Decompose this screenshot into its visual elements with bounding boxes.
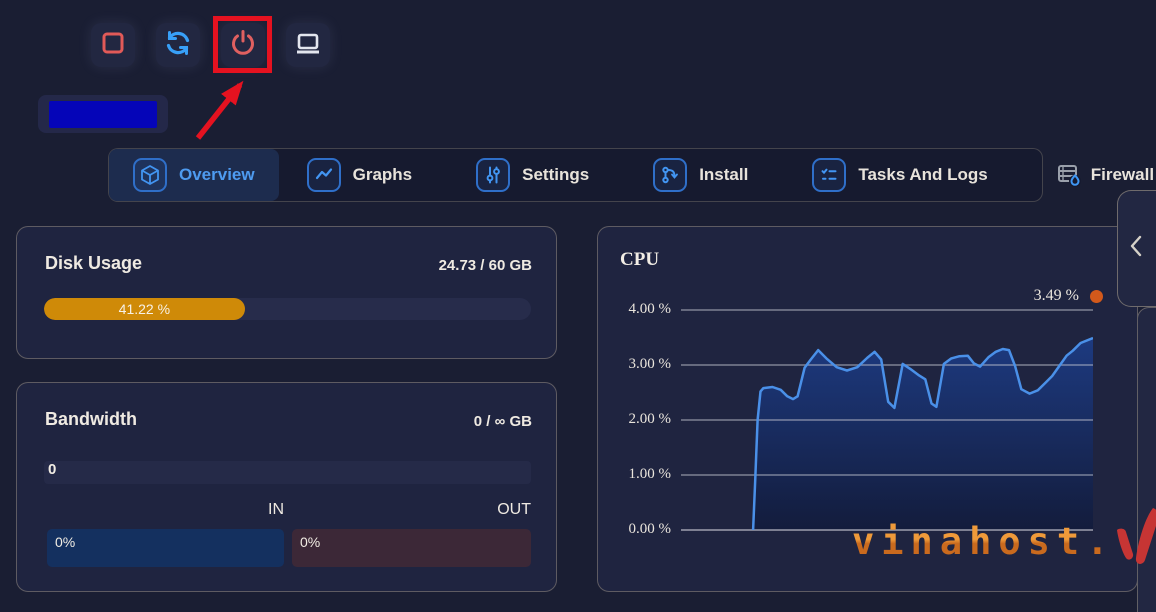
power-button[interactable]	[221, 23, 265, 67]
bandwidth-title: Bandwidth	[45, 409, 137, 429]
console-button[interactable]	[286, 23, 330, 67]
disk-usage-title: Disk Usage	[45, 253, 143, 273]
firewall-icon	[1056, 162, 1082, 188]
tab-overview[interactable]: Overview	[109, 149, 279, 201]
bandwidth-card: Bandwidth 0 / ∞ GB 0 IN OUT 0% 0%	[16, 382, 557, 592]
chevron-left-icon	[1118, 235, 1143, 262]
y-axis-label: 3.00 %	[628, 356, 672, 372]
bandwidth-total-bar: 0	[44, 461, 531, 484]
tab-label: Tasks And Logs	[858, 165, 988, 184]
bandwidth-out-label: OUT	[497, 501, 531, 518]
stop-icon	[99, 29, 127, 62]
tab-install[interactable]: Install	[633, 149, 768, 201]
y-axis-label: 4.00 %	[628, 301, 672, 317]
bandwidth-direction-labels: IN OUT	[44, 501, 531, 519]
server-name-container	[38, 95, 168, 133]
tab-firewall[interactable]: Firewall	[1036, 149, 1156, 201]
side-drawer-toggle[interactable]	[1117, 190, 1156, 307]
stop-button[interactable]	[91, 23, 135, 67]
tab-label: Firewall	[1090, 165, 1155, 184]
tab-tasks-and-logs[interactable]: Tasks And Logs	[792, 149, 1007, 201]
disk-usage-value: 24.73 / 60 GB	[438, 257, 532, 274]
y-axis-label: 0.00 %	[628, 521, 672, 537]
annotation-arrow	[195, 80, 244, 140]
sliders-icon	[476, 158, 511, 192]
cpu-chart-title: CPU	[620, 249, 660, 270]
tab-settings[interactable]: Settings	[456, 149, 609, 201]
restart-button[interactable]	[156, 23, 200, 67]
checklist-icon	[812, 158, 847, 192]
monitor-icon	[293, 28, 323, 63]
bandwidth-in-percent: 0%	[55, 534, 76, 550]
cpu-chart-card: CPU 3.49 % 4.00 % 3.00 % 2.00 % 1.00 % 0.00 …	[597, 226, 1138, 592]
line-chart-icon	[306, 158, 341, 192]
cpu-usage-area-chart	[681, 309, 1093, 531]
tab-graphs[interactable]: Graphs	[287, 149, 433, 201]
bandwidth-out-bar: 0%	[292, 529, 531, 567]
power-icon	[228, 28, 258, 63]
tab-label: Install	[699, 165, 749, 184]
refresh-icon	[163, 28, 193, 63]
server-name-redacted	[49, 100, 157, 128]
y-axis-label: 2.00 %	[628, 411, 672, 427]
disk-usage-percent-label: 41.22 %	[118, 301, 171, 317]
bandwidth-in-bar: 0%	[47, 529, 284, 567]
bandwidth-in-label: IN	[268, 501, 284, 518]
y-axis-label: 1.00 %	[628, 466, 672, 482]
cpu-legend-dot-icon	[1090, 290, 1103, 303]
bandwidth-total-label: 0	[48, 461, 57, 478]
git-branch-icon	[653, 158, 688, 192]
cube-icon	[133, 158, 167, 192]
tab-label: Graphs	[352, 165, 413, 184]
bandwidth-value: 0 / ∞ GB	[473, 413, 532, 430]
bandwidth-out-percent: 0%	[300, 534, 321, 550]
disk-usage-progress-fill: 41.22 %	[44, 298, 245, 320]
disk-usage-progressbar: 41.22 %	[44, 298, 531, 320]
tab-label: Overview	[179, 165, 255, 184]
tab-label: Settings	[522, 165, 590, 184]
side-drawer-edge	[1137, 307, 1156, 612]
server-nav-tabbar: Overview Graphs Settings	[108, 148, 1154, 202]
disk-usage-card: Disk Usage 24.73 / 60 GB 41.22 %	[16, 226, 557, 359]
cpu-current-value: 3.49 %	[1033, 287, 1079, 304]
